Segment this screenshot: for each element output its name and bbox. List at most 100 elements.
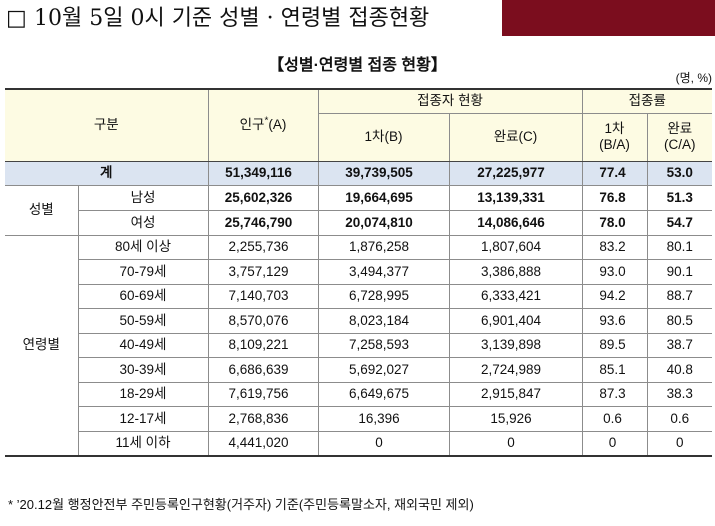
first-rate-cell: 77.4 <box>581 160 648 186</box>
completed-cell: 13,139,331 <box>448 184 583 211</box>
first-dose-cell: 3,494,377 <box>317 259 450 285</box>
population-cell: 2,255,736 <box>207 234 319 260</box>
population-cell: 8,109,221 <box>207 332 319 358</box>
age-row: 12-17세 2,768,836 16,396 15,926 0.6 0.6 <box>5 406 713 432</box>
vaccination-table: 구분 인구*(A) 접종자 현황 접종률 1차(B) 완료(C) 1차 (B/A)… <box>5 88 713 457</box>
first-dose-cell: 19,664,695 <box>317 184 450 211</box>
completed-cell: 2,915,847 <box>448 381 583 407</box>
first-rate-cell: 78.0 <box>581 209 648 236</box>
completed-cell: 3,139,898 <box>448 332 583 358</box>
population-cell: 3,757,129 <box>207 259 319 285</box>
age-row: 18-29세 7,619,756 6,649,675 2,915,847 87.… <box>5 381 713 407</box>
completed-rate-cell: 40.8 <box>646 357 713 383</box>
completed-rate-cell: 38.7 <box>646 332 713 358</box>
age-row: 연령별 80세 이상 2,255,736 1,876,258 1,807,604… <box>5 234 713 457</box>
gender-row: 여성 25,746,790 20,074,810 14,086,646 78.0… <box>5 209 713 236</box>
population-cell: 2,768,836 <box>207 406 319 432</box>
completed-cell: 14,086,646 <box>448 209 583 236</box>
completed-cell: 15,926 <box>448 406 583 432</box>
completed-rate-cell: 80.5 <box>646 308 713 334</box>
header-population: 인구*(A) <box>207 88 319 162</box>
header-completed: 완료(C) <box>448 112 583 162</box>
population-cell: 6,686,639 <box>207 357 319 383</box>
population-cell: 7,140,703 <box>207 283 319 309</box>
first-rate-cell: 83.2 <box>581 234 648 260</box>
age-group-label: 연령별 <box>5 234 79 457</box>
header-first-dose: 1차(B) <box>317 112 450 162</box>
first-rate-cell: 76.8 <box>581 184 648 211</box>
header-population-mark: * <box>264 115 269 127</box>
first-rate-cell: 0.6 <box>581 406 648 432</box>
row-label: 80세 이상 <box>77 234 209 260</box>
completed-cell: 1,807,604 <box>448 234 583 260</box>
unit-label: (명, %) <box>675 71 712 85</box>
row-label: 30-39세 <box>77 357 209 383</box>
row-label: 70-79세 <box>77 259 209 285</box>
completed-rate-cell: 38.3 <box>646 381 713 407</box>
footnote: * ’20.12월 행정안전부 주민등록인구현황(거주자) 기준(주민등록말소자… <box>8 497 474 512</box>
row-label: 60-69세 <box>77 283 209 309</box>
header-category: 구분 <box>5 88 209 162</box>
total-label: 계 <box>5 160 209 186</box>
population-cell: 51,349,116 <box>207 160 319 186</box>
header-row: 1차(B) 완료(C) 1차 (B/A) 완료 (C/A) <box>5 112 713 162</box>
header-completed-rate-line1: 완료 <box>667 121 693 136</box>
completed-cell: 27,225,977 <box>448 160 583 186</box>
age-row: 50-59세 8,570,076 8,023,184 6,901,404 93.… <box>5 308 713 334</box>
completed-rate-cell: 88.7 <box>646 283 713 309</box>
first-dose-cell: 6,728,995 <box>317 283 450 309</box>
completed-cell: 6,901,404 <box>448 308 583 334</box>
completed-rate-cell: 0.6 <box>646 406 713 432</box>
first-dose-cell: 8,023,184 <box>317 308 450 334</box>
completed-rate-cell: 51.3 <box>646 184 713 211</box>
header-first-rate-line2: (B/A) <box>599 137 630 152</box>
first-rate-cell: 87.3 <box>581 381 648 407</box>
first-dose-cell: 1,876,258 <box>317 234 450 260</box>
table-title: 【성별·연령별 접종 현황】 <box>268 57 447 74</box>
row-label: 남성 <box>77 184 209 211</box>
row-label: 40-49세 <box>77 332 209 358</box>
header-row: 구분 인구*(A) 접종자 현황 접종률 <box>5 88 713 162</box>
header-vaccinated-group: 접종자 현황 <box>317 88 583 114</box>
header-population-suffix: (A) <box>268 117 287 133</box>
first-dose-cell: 7,258,593 <box>317 332 450 358</box>
completed-cell: 2,724,989 <box>448 357 583 383</box>
total-row: 계 51,349,116 39,739,505 27,225,977 77.4 … <box>5 160 713 186</box>
first-rate-cell: 94.2 <box>581 283 648 309</box>
first-dose-cell: 39,739,505 <box>317 160 450 186</box>
title-accent-bar <box>502 0 715 36</box>
completed-rate-cell: 0 <box>646 430 713 457</box>
completed-rate-cell: 53.0 <box>646 160 713 186</box>
title-row: □ 10월 5일 0시 기준 성별 · 연령별 접종현황 <box>0 0 715 36</box>
first-dose-cell: 5,692,027 <box>317 357 450 383</box>
first-rate-cell: 0 <box>581 430 648 457</box>
first-dose-cell: 0 <box>317 430 450 457</box>
completed-cell: 0 <box>448 430 583 457</box>
first-rate-cell: 93.6 <box>581 308 648 334</box>
page-title-text: 10월 5일 0시 기준 성별 · 연령별 접종현황 <box>34 6 430 31</box>
population-cell: 25,602,326 <box>207 184 319 211</box>
header-population-label: 인구 <box>239 117 265 133</box>
row-label: 11세 이하 <box>77 430 209 457</box>
first-dose-cell: 20,074,810 <box>317 209 450 236</box>
population-cell: 7,619,756 <box>207 381 319 407</box>
title-box-icon: □ <box>6 6 27 31</box>
gender-row: 성별 남성 25,602,326 19,664,695 13,139,331 7… <box>5 184 713 236</box>
row-label: 50-59세 <box>77 308 209 334</box>
first-rate-cell: 89.5 <box>581 332 648 358</box>
completed-cell: 6,333,421 <box>448 283 583 309</box>
row-label: 18-29세 <box>77 381 209 407</box>
population-cell: 25,746,790 <box>207 209 319 236</box>
age-row: 30-39세 6,686,639 5,692,027 2,724,989 85.… <box>5 357 713 383</box>
first-rate-cell: 85.1 <box>581 357 648 383</box>
header-completed-rate-line2: (C/A) <box>664 137 696 152</box>
age-row: 60-69세 7,140,703 6,728,995 6,333,421 94.… <box>5 283 713 309</box>
header-first-rate: 1차 (B/A) <box>581 112 648 162</box>
first-rate-cell: 93.0 <box>581 259 648 285</box>
population-cell: 8,570,076 <box>207 308 319 334</box>
population-cell: 4,441,020 <box>207 430 319 457</box>
age-row: 40-49세 8,109,221 7,258,593 3,139,898 89.… <box>5 332 713 358</box>
completed-cell: 3,386,888 <box>448 259 583 285</box>
completed-rate-cell: 54.7 <box>646 209 713 236</box>
age-row: 11세 이하 4,441,020 0 0 0 0 <box>5 430 713 457</box>
